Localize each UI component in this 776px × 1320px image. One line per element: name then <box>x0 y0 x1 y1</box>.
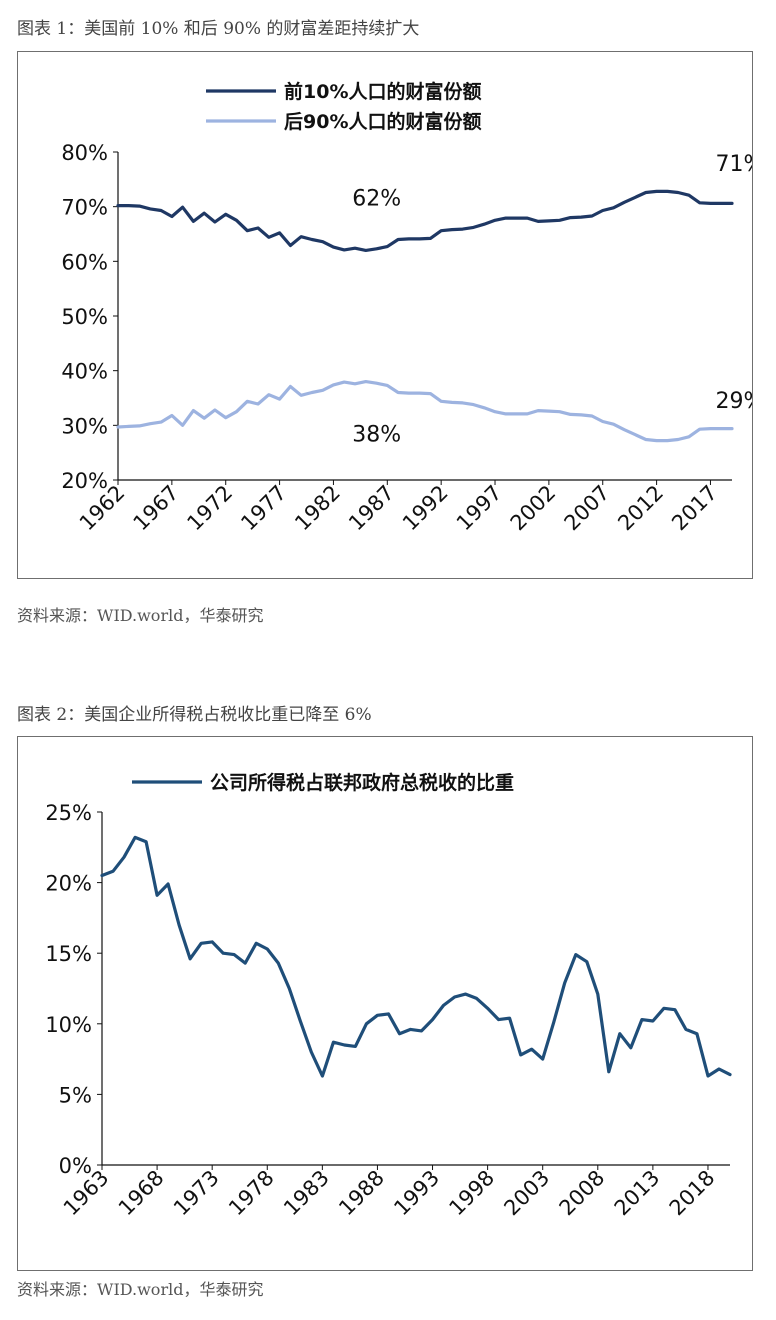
fig1-y-tick-label: 50% <box>61 305 108 329</box>
fig1-x-tick-label: 2012 <box>613 481 668 536</box>
fig1-x-tick-label: 1992 <box>398 481 453 536</box>
fig2-x-tick-label: 1993 <box>389 1166 444 1221</box>
fig2-y-tick-label: 15% <box>45 942 92 966</box>
fig2-y-tick-label: 10% <box>45 1013 92 1037</box>
fig2-x-tick-label: 2003 <box>499 1166 554 1221</box>
fig1-x-tick-label: 1972 <box>182 481 237 536</box>
fig2-legend-label-0: 公司所得税占联邦政府总税收的比重 <box>210 771 514 794</box>
fig1-y-tick-label: 30% <box>61 414 108 438</box>
fig2-series-line-0 <box>100 835 732 1078</box>
fig1-y-tick-label: 80% <box>61 141 108 165</box>
figure2-chart-frame: 25% 20% 15% 10% 5% 0% 1963 1968 1973 1978 1983 1988… <box>17 736 753 1271</box>
figure1-chart: 80%70%60%50%40%30%20%1962 1967 1972 1977 198… <box>61 80 752 536</box>
fig1-x-tick-label: 1997 <box>452 481 507 536</box>
fig2-x-tick-label: 2008 <box>555 1166 610 1221</box>
fig1-annotation: 38% <box>352 423 401 448</box>
fig1-x-tick-label: 2017 <box>667 481 722 536</box>
fig1-x-tick-label: 1982 <box>290 481 345 536</box>
fig2-x-tick-label: 1978 <box>224 1166 279 1221</box>
figure2-source: 资料来源：WID.world，华泰研究 <box>17 1280 264 1299</box>
fig2-x-tick-label: 2018 <box>665 1166 720 1221</box>
figure1-caption: 图表 1：美国前 10% 和后 90% 的财富差距持续扩大 <box>17 19 420 39</box>
fig1-y-tick-label: 60% <box>61 250 108 274</box>
fig1-x-tick-label: 1987 <box>344 481 399 536</box>
fig2-x-tick-label: 1983 <box>279 1166 334 1221</box>
fig2-y-tick-label: 25% <box>45 801 92 825</box>
fig2-y-tick-label: 5% <box>59 1083 92 1107</box>
fig1-y-tick-label: 20% <box>61 469 108 493</box>
fig1-series-line-0 <box>116 189 734 252</box>
fig1-series-line-1 <box>116 380 734 443</box>
fig2-y-tick-label: 0% <box>59 1154 92 1178</box>
figure2-caption: 图表 2：美国企业所得税占税收比重已降至 6% <box>17 705 372 725</box>
fig1-x-tick-label: 1967 <box>129 481 184 536</box>
fig1-y-tick-label: 70% <box>61 196 108 220</box>
fig1-annotation: 62% <box>352 186 401 211</box>
figure2-chart: 25%20%15%10%5%0%1963 1968 1973 1978 1983 1988… <box>45 771 732 1221</box>
fig2-x-tick-label: 1998 <box>444 1166 499 1221</box>
fig1-x-tick-label: 2002 <box>506 481 561 536</box>
fig1-annotation: 29% <box>715 389 752 414</box>
fig1-legend-label-1: 后90%人口的财富份额 <box>284 110 481 133</box>
figure1-chart-frame: 80% 70% 60% 50% 40% 30% 20% 1962 1967 1972 1977 198… <box>17 51 753 579</box>
fig2-x-tick-label: 1988 <box>334 1166 389 1221</box>
fig1-annotation: 71% <box>715 152 752 177</box>
fig2-x-tick-label: 2013 <box>610 1166 665 1221</box>
fig2-y-tick-label: 20% <box>45 872 92 896</box>
fig2-x-tick-label: 1973 <box>169 1166 224 1221</box>
fig1-x-tick-label: 1977 <box>236 481 291 536</box>
figure1-source: 资料来源：WID.world，华泰研究 <box>17 606 264 625</box>
fig1-y-tick-label: 40% <box>61 360 108 384</box>
fig1-legend-label-0: 前10%人口的财富份额 <box>284 80 481 103</box>
fig1-x-tick-label: 2007 <box>560 481 615 536</box>
fig2-x-tick-label: 1968 <box>114 1166 169 1221</box>
